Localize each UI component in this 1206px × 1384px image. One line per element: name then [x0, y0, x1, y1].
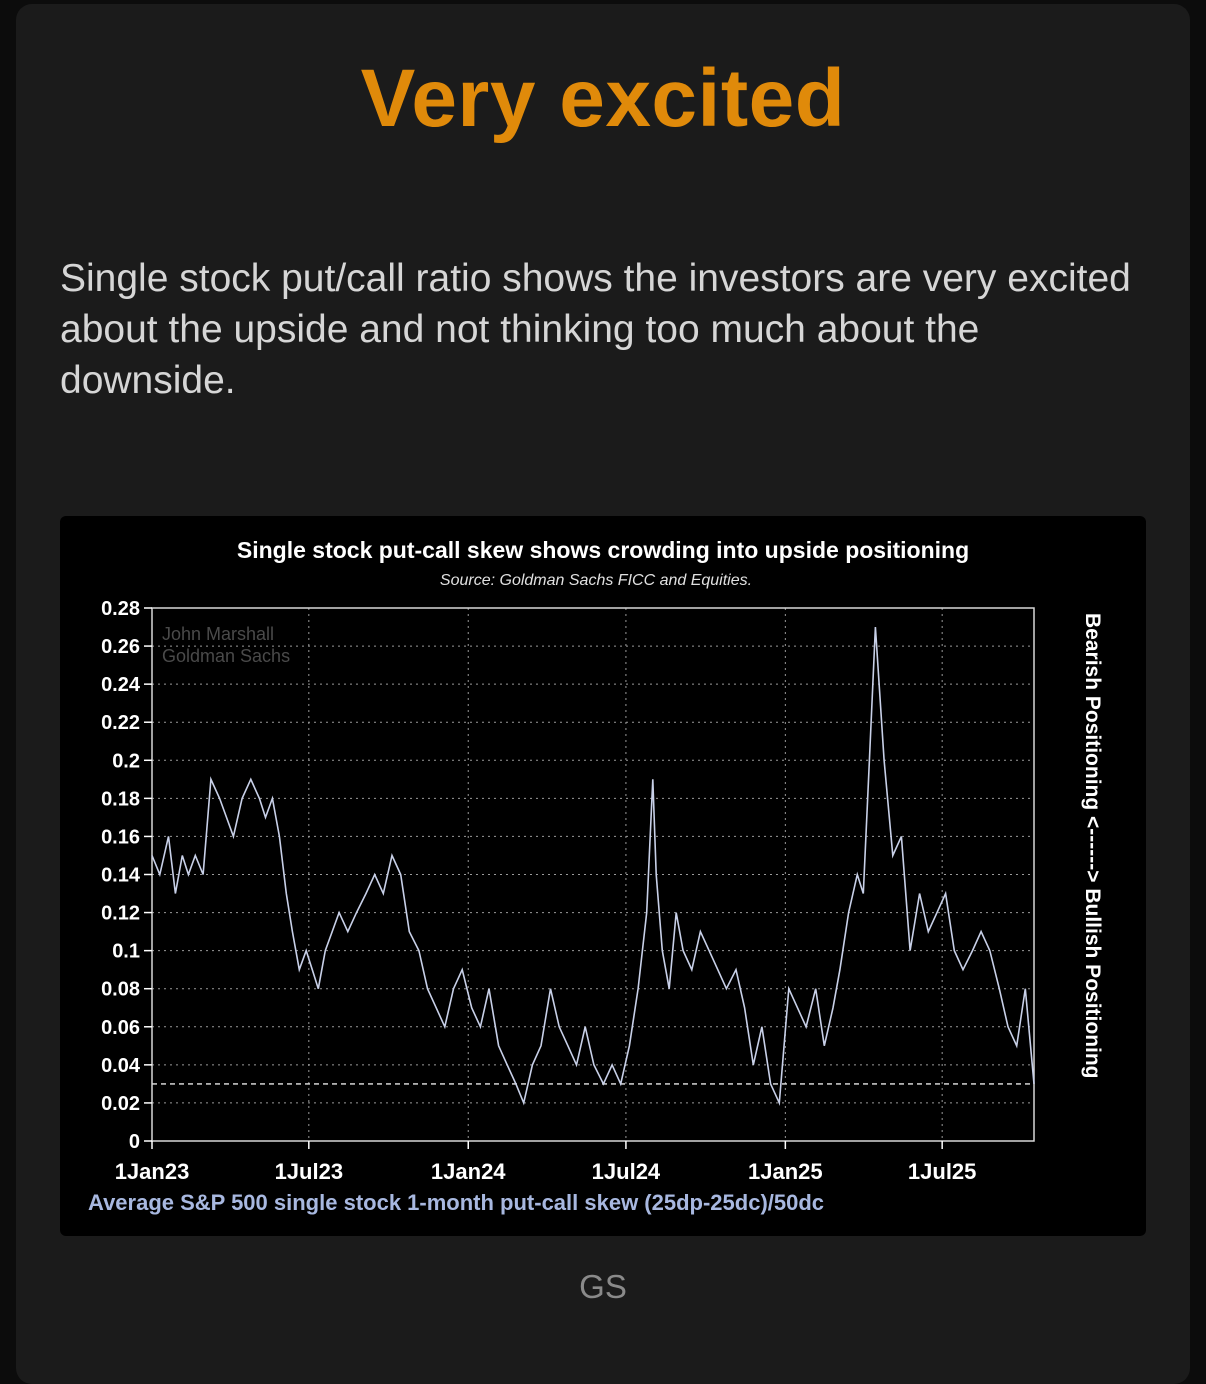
y-tick-label: 0.26 [101, 636, 140, 658]
post-body: Single stock put/call ratio shows the in… [60, 257, 1131, 402]
chart-watermark-line2: Goldman Sachs [162, 646, 290, 666]
chart-axes: 0 0.02 0.04 0.06 0.08 0.1 0.12 0.14 0.16 0.18 0.2 0… [101, 598, 1035, 1184]
y-tick-label: 0.16 [101, 826, 140, 848]
y-tick-label: 0.12 [101, 903, 140, 925]
page-title: Very excited [360, 53, 846, 144]
chart-svg: Single stock put-call skew shows crowdin… [88, 537, 1104, 1215]
x-tick-label: 1Jan25 [748, 1159, 823, 1184]
y-tick-label: 0.14 [101, 865, 141, 887]
chart-x-label: Average S&P 500 single stock 1-month put… [88, 1190, 824, 1215]
y-tick-label: 0.06 [101, 1017, 140, 1039]
y-tick-label: 0.28 [101, 598, 140, 620]
x-tick-label: 1Jan23 [115, 1159, 190, 1184]
chart-watermark-line1: John Marshall [162, 624, 274, 644]
y-tick-label: 0.2 [112, 750, 140, 772]
chart-right-label: Bearish Positioning <------> Bullish Pos… [1081, 613, 1104, 1079]
x-tick-label: 1Jul24 [592, 1159, 661, 1184]
y-tick-label: 0.04 [101, 1055, 141, 1077]
y-tick-label: 0.1 [112, 941, 140, 963]
chart-image: Single stock put-call skew shows crowdin… [60, 516, 1146, 1236]
x-tick-label: 1Jan24 [431, 1159, 506, 1184]
chart-series-line [151, 626, 1035, 1107]
y-tick-label: 0.18 [101, 788, 140, 810]
y-tick-label: 0.02 [101, 1093, 140, 1115]
y-tick-label: 0.22 [101, 712, 140, 734]
chart-grid [152, 608, 1034, 1141]
y-tick-label: 0.08 [101, 979, 140, 1001]
x-tick-label: 1Jul23 [275, 1159, 344, 1184]
chart-title: Single stock put-call skew shows crowdin… [237, 537, 969, 563]
chart-subtitle: Source: Goldman Sachs FICC and Equities. [440, 572, 752, 589]
x-tick-label: 1Jul25 [908, 1159, 977, 1184]
y-tick-label: 0 [129, 1131, 140, 1153]
y-tick-label: 0.24 [101, 674, 141, 696]
image-caption: GS [579, 1268, 627, 1305]
